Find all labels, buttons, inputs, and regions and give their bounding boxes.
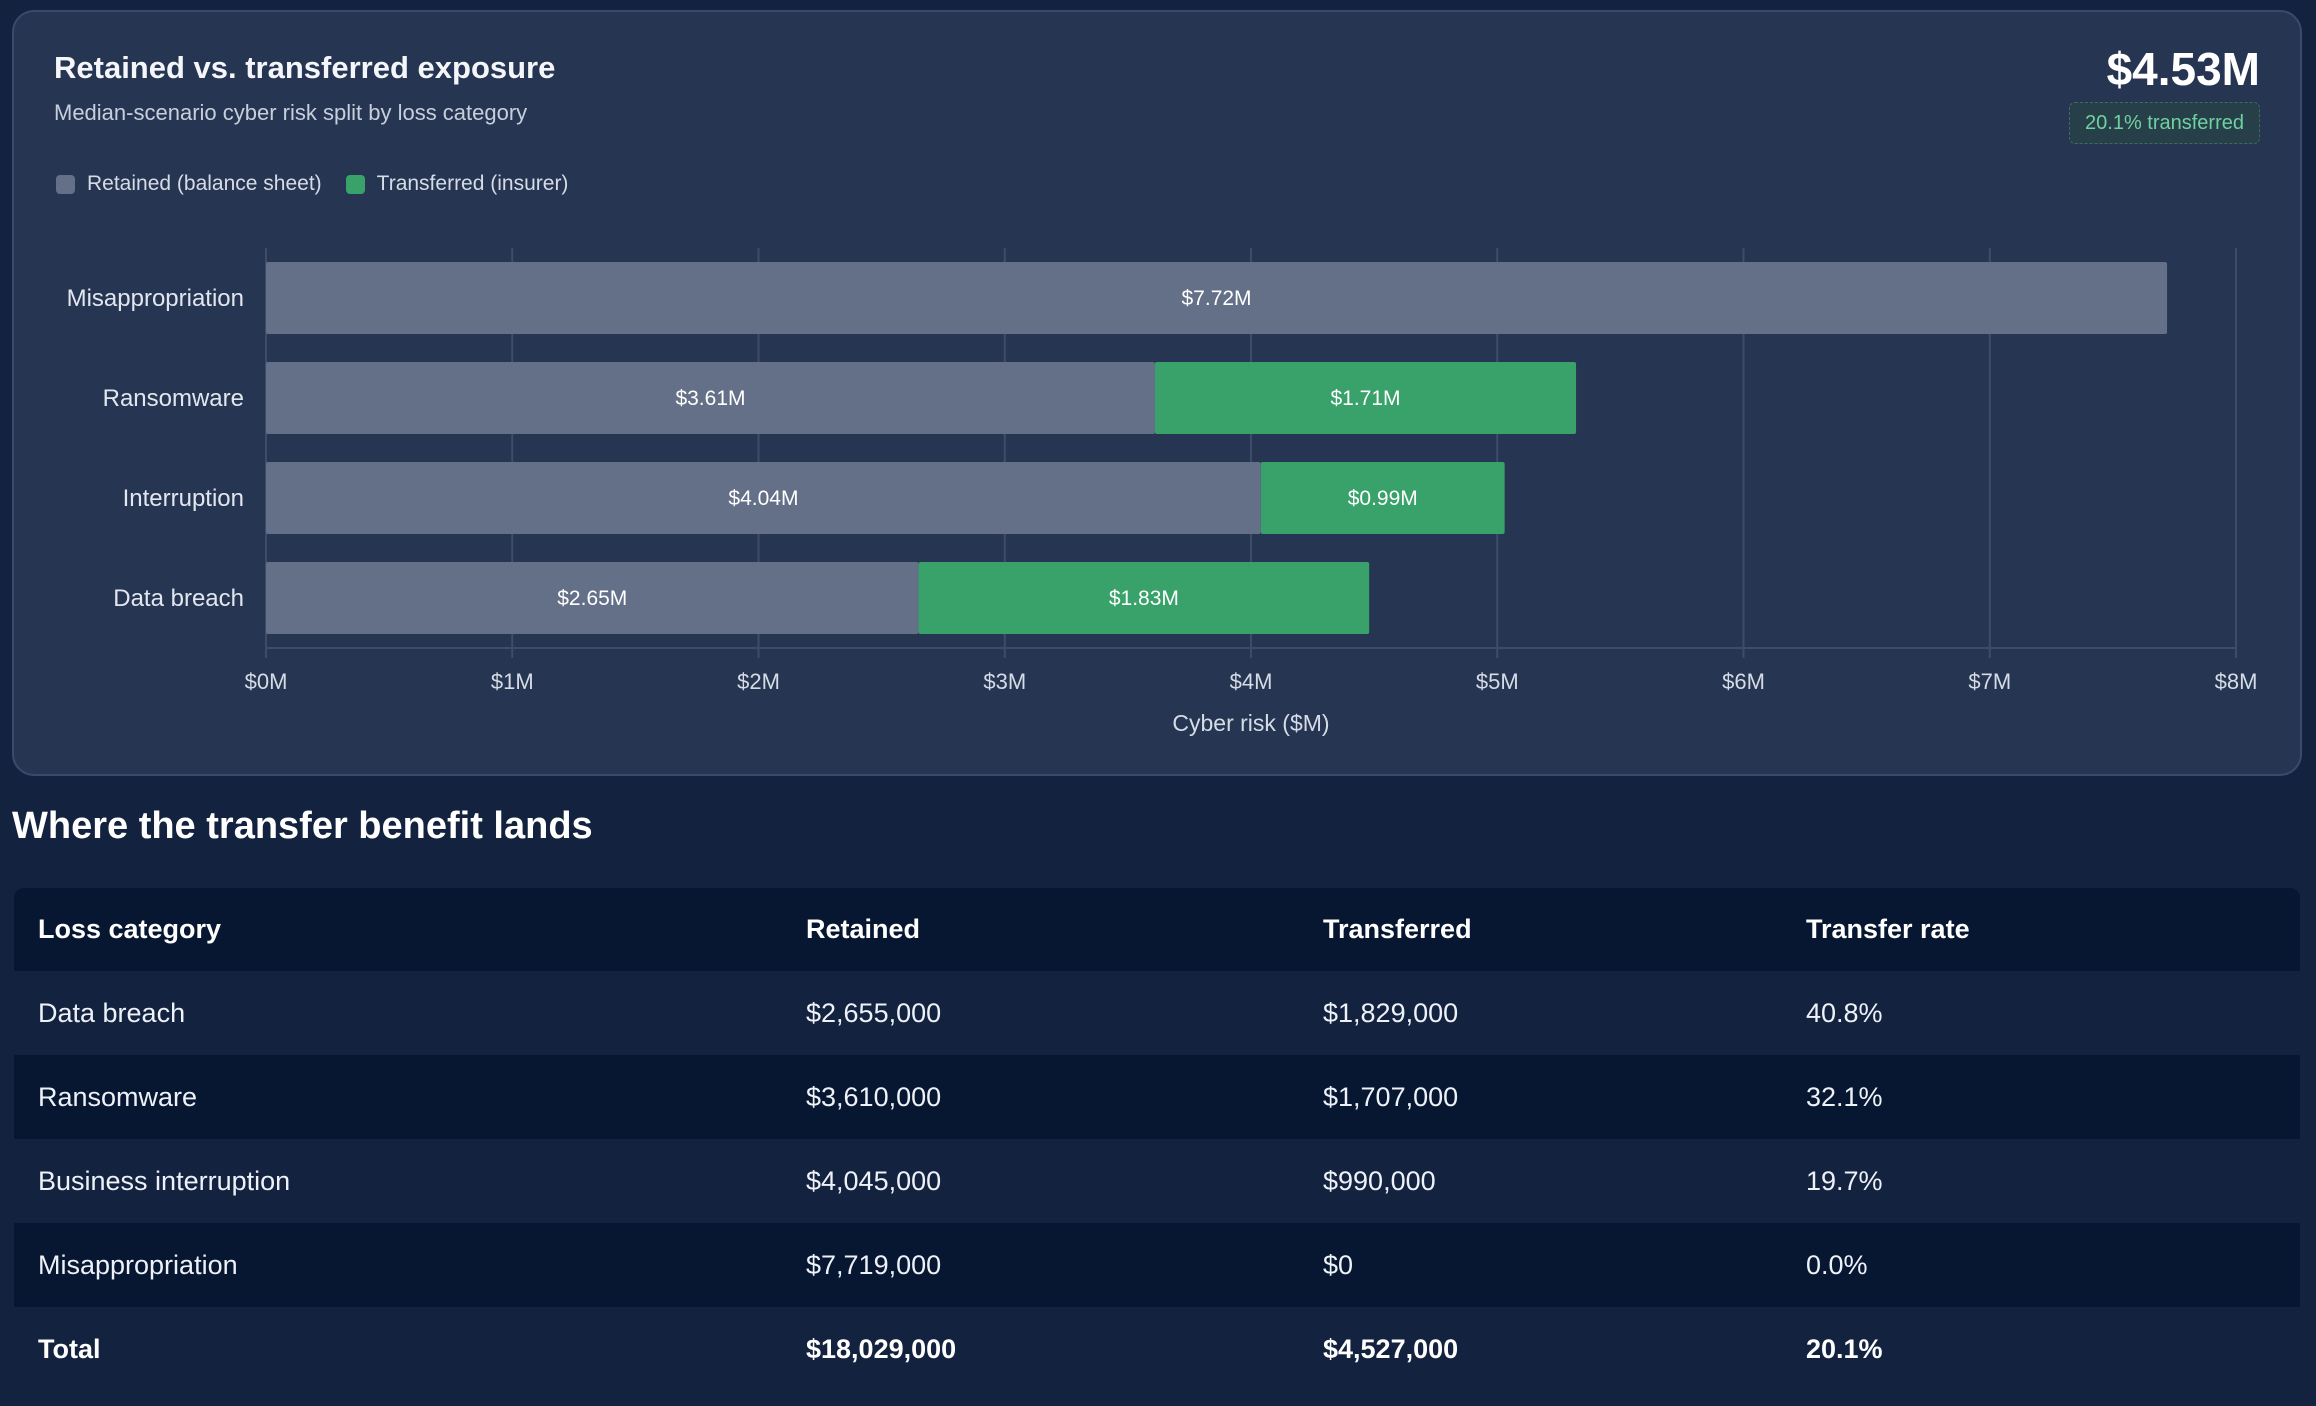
bar-label-transferred: $0.99M <box>1348 487 1418 510</box>
cell-transferred: $1,829,000 <box>1299 971 1782 1055</box>
bar-transferred <box>1154 362 1577 434</box>
bar-retained <box>266 362 1155 434</box>
transfer-rate-badge: 20.1% transferred <box>2069 102 2260 144</box>
bar-transferred <box>918 562 1370 634</box>
total-transferred: $4,527,000 <box>1299 1307 1782 1391</box>
x-axis-label: Cyber risk ($M) <box>1172 710 1329 736</box>
cell-transfer-rate: 32.1% <box>1782 1055 2300 1139</box>
chart-title: Retained vs. transferred exposure <box>54 50 556 85</box>
cell-transferred: $1,707,000 <box>1299 1055 1782 1139</box>
header-retained: Retained <box>782 888 1299 971</box>
bar-label-transferred: $1.71M <box>1330 387 1400 410</box>
y-category-label: Data breach <box>113 585 244 612</box>
y-category-label: Ransomware <box>103 385 244 412</box>
legend-item-retained: Retained (balance sheet) <box>56 172 322 196</box>
table-row: Business interruption $4,045,000 $990,00… <box>14 1139 2300 1223</box>
legend-label-transferred: Transferred (insurer) <box>376 172 569 195</box>
bar-label-retained: $7.72M <box>1182 287 1252 310</box>
cell-category: Ransomware <box>14 1055 782 1139</box>
x-tick-label: $1M <box>491 669 534 694</box>
x-tick-label: $7M <box>1968 669 2011 694</box>
section-title: Where the transfer benefit lands <box>12 805 593 847</box>
cell-transferred: $990,000 <box>1299 1139 1782 1223</box>
bar-label-retained: $4.04M <box>728 487 798 510</box>
cell-retained: $7,719,000 <box>782 1223 1299 1307</box>
x-tick-label: $4M <box>1230 669 1273 694</box>
cell-retained: $4,045,000 <box>782 1139 1299 1223</box>
legend-label-retained: Retained (balance sheet) <box>87 172 322 195</box>
chart-legend: Retained (balance sheet) Transferred (in… <box>56 172 568 196</box>
cell-category: Data breach <box>14 971 782 1055</box>
y-category-label: Misappropriation <box>67 285 244 312</box>
legend-swatch-transferred <box>345 174 365 194</box>
x-tick-label: $5M <box>1476 669 1519 694</box>
cell-retained: $3,610,000 <box>782 1055 1299 1139</box>
x-tick-label: $6M <box>1722 669 1765 694</box>
legend-swatch-retained <box>56 174 75 194</box>
header-transferred: Transferred <box>1299 888 1782 971</box>
bar-transferred <box>1260 462 1505 534</box>
chart-subtitle: Median-scenario cyber risk split by loss… <box>54 100 528 125</box>
cell-category: Misappropriation <box>14 1223 782 1307</box>
legend-item-transferred: Transferred (insurer) <box>345 172 569 196</box>
total-retained: $18,029,000 <box>782 1307 1299 1391</box>
table-total-row: Total $18,029,000 $4,527,000 20.1% <box>14 1307 2300 1391</box>
x-tick-label: $3M <box>983 669 1026 694</box>
bar-retained <box>266 462 1261 534</box>
chart-card: Retained vs. transferred exposure Median… <box>12 10 2302 776</box>
table-row: Misappropriation $7,719,000 $0 0.0% <box>14 1223 2300 1307</box>
table-row: Ransomware $3,610,000 $1,707,000 32.1% <box>14 1055 2300 1139</box>
header-loss-category: Loss category <box>14 888 782 971</box>
bar-label-retained: $3.61M <box>675 387 745 410</box>
total-transferred-value: $4.53M <box>2106 43 2260 95</box>
bar-retained <box>266 262 2168 334</box>
cell-transfer-rate: 40.8% <box>1782 971 2300 1055</box>
cell-retained: $2,655,000 <box>782 971 1299 1055</box>
x-tick-label: $2M <box>737 669 780 694</box>
table-row: Data breach $2,655,000 $1,829,000 40.8% <box>14 971 2300 1055</box>
cell-transferred: $0 <box>1299 1223 1782 1307</box>
cell-category: Business interruption <box>14 1139 782 1223</box>
y-category-label: Interruption <box>123 485 244 512</box>
header-transfer-rate: Transfer rate <box>1782 888 2300 971</box>
bar-label-retained: $2.65M <box>557 587 627 610</box>
total-transfer-rate: 20.1% <box>1782 1307 2300 1391</box>
table-header-row: Loss category Retained Transferred Trans… <box>14 888 2300 971</box>
cell-transfer-rate: 0.0% <box>1782 1223 2300 1307</box>
bar-chart: $0M $1M $2M $3M $4M $5M $6M $7M $8M $7.72M Misappr… <box>67 248 2258 736</box>
cell-transfer-rate: 19.7% <box>1782 1139 2300 1223</box>
x-tick-label: $0M <box>245 669 288 694</box>
transfer-table: Loss category Retained Transferred Trans… <box>14 888 2300 1391</box>
bar-retained <box>266 562 919 634</box>
bar-label-transferred: $1.83M <box>1109 587 1179 610</box>
x-tick-label: $8M <box>2215 669 2258 694</box>
total-label: Total <box>14 1307 782 1391</box>
